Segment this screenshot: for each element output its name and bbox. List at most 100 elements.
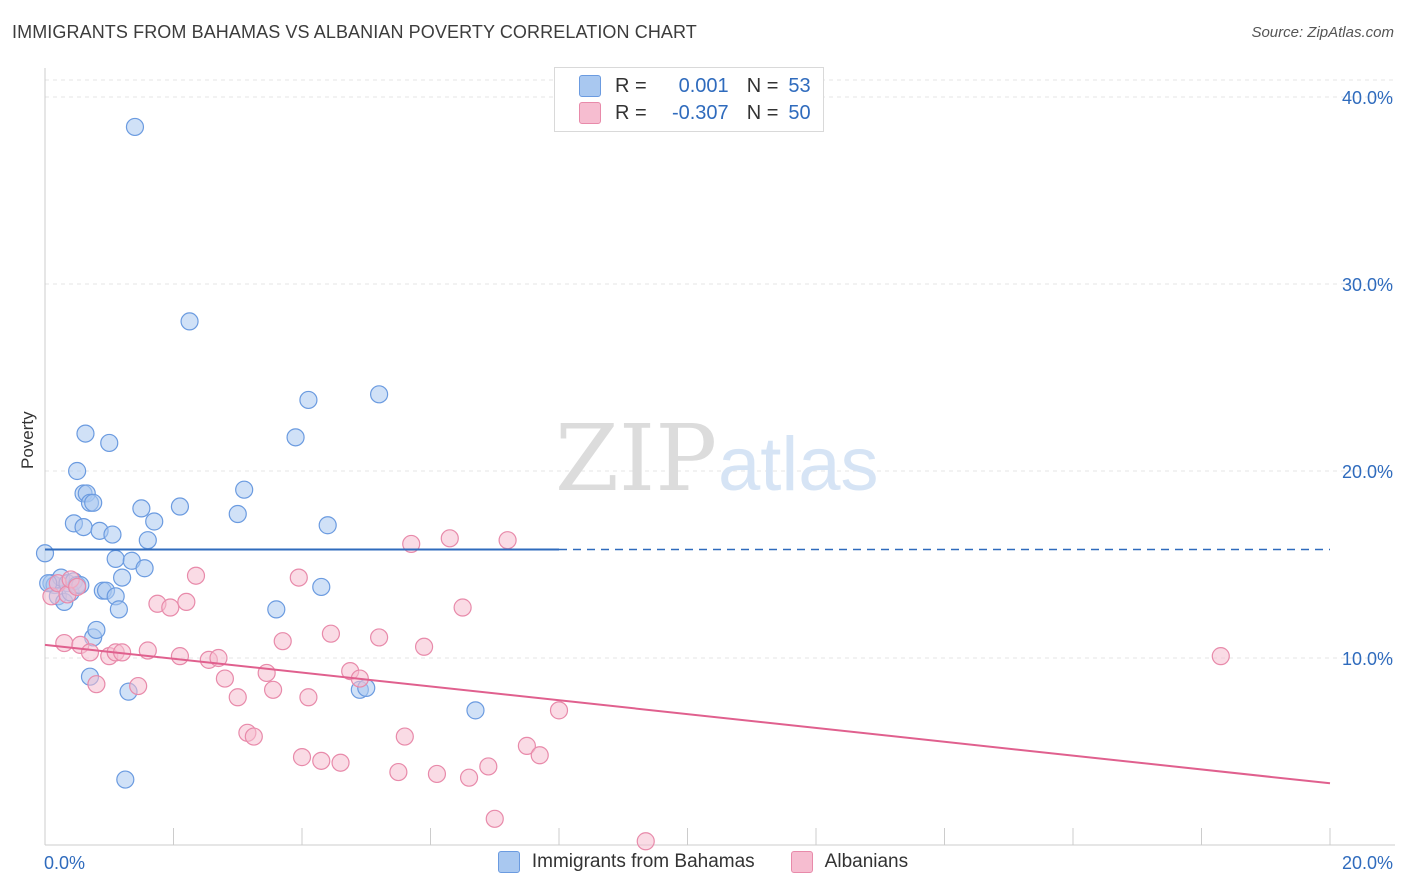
data-point [331,753,350,772]
data-point [125,117,145,137]
data-point [292,748,312,767]
data-point [112,568,132,587]
data-point [103,525,122,544]
data-point [257,663,276,683]
source-label: Source: ZipAtlas.com [1251,24,1394,41]
series-legend-label: Immigrants from Bahamas [531,851,755,872]
series-legend-bahamas: Immigrants from Bahamas [497,851,755,873]
legend-n-value: 50 [788,101,811,124]
chart-title: IMMIGRANTS FROM BAHAMAS VS ALBANIAN POVE… [12,22,697,42]
series-legend-label: Albanians [824,851,909,872]
watermark: ZIP atlas [555,405,879,512]
series-legend-albanians: Albanians [790,851,909,873]
data-point [267,600,286,619]
series-legend-swatch-blue [497,851,520,873]
data-point [215,669,234,688]
data-point [414,637,434,656]
data-point [138,531,157,550]
data-point [1211,647,1230,666]
data-point [186,566,206,585]
data-point [498,531,517,550]
series-legend-swatch-pink [790,851,813,873]
data-point [87,675,106,694]
data-point [228,504,247,524]
data-point [389,762,408,782]
y-tick-label: 30.0% [1342,275,1393,295]
data-point [87,620,106,640]
data-point [109,600,128,619]
data-point [106,549,125,568]
data-point [479,757,498,776]
legend-n-label: N = [746,74,779,97]
legend-swatch-blue [579,75,601,97]
data-point [145,512,164,531]
series-legend: Immigrants from Bahamas Albanians [0,851,1406,873]
data-point [129,676,148,696]
data-point [312,751,331,770]
data-point [161,598,180,617]
data-point [485,809,504,828]
x-tick-label: 20.0% [1342,853,1393,873]
legend-row-bahamas: R = 0.001 N = 53 [579,73,811,99]
data-point [370,628,389,647]
legend-n-label: N = [746,101,779,124]
data-point [289,568,308,587]
data-point [55,633,74,653]
data-point [35,544,55,563]
data-point [466,701,485,720]
series-albanians-points [42,529,1230,851]
data-point [84,493,103,512]
legend-n-value: 53 [788,74,811,97]
axes [44,68,1395,846]
legend-swatch-pink [579,102,601,124]
data-point [235,480,254,499]
legend-r-label: R = [615,74,647,97]
data-point [312,577,331,597]
grid-lines [45,79,1395,659]
data-point [68,577,87,597]
watermark-atlas: atlas [718,422,879,507]
data-point [76,424,95,443]
data-point [180,312,199,331]
legend-r-value: -0.307 [671,101,729,124]
data-point [74,517,93,537]
data-point [395,727,414,746]
data-point [228,688,247,707]
data-point [177,592,196,612]
y-tick-label: 10.0% [1342,649,1393,669]
data-point [263,680,283,699]
legend-row-albanians: R = -0.307 N = 50 [579,100,811,126]
data-point [549,701,569,720]
data-point [132,499,151,518]
data-point [530,746,549,765]
data-point [170,497,190,516]
data-point [244,727,263,746]
data-point [427,764,447,784]
y-tick-label: 40.0% [1342,88,1393,108]
legend-r-label: R = [615,101,647,124]
correlation-legend: R = 0.001 N = 53 R = -0.307 N = 50 [554,67,824,132]
data-point [459,768,479,787]
data-point [517,736,536,755]
data-point [402,534,421,554]
tick-labels: 10.0% 20.0% 30.0% 40.0% 0.0% 20.0% [44,88,1393,873]
y-tick-label: 20.0% [1342,462,1393,482]
x-tick-label: 0.0% [44,853,85,873]
data-point [100,433,119,453]
data-point [116,770,135,789]
data-point [321,624,341,643]
data-point [286,428,305,447]
data-point [135,559,154,578]
data-point [299,390,318,410]
trend-lines [44,548,1331,785]
data-point [299,688,318,707]
data-point [370,385,389,404]
data-point [273,632,292,651]
legend-r-value: 0.001 [678,74,729,97]
data-point [318,516,337,535]
data-point [636,832,655,851]
data-point [80,643,100,662]
data-point [68,461,87,481]
data-point [453,598,472,617]
